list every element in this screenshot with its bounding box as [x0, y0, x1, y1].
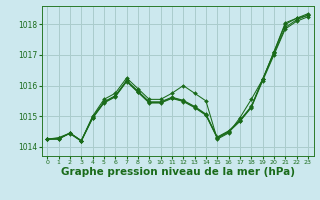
X-axis label: Graphe pression niveau de la mer (hPa): Graphe pression niveau de la mer (hPa): [60, 167, 295, 177]
